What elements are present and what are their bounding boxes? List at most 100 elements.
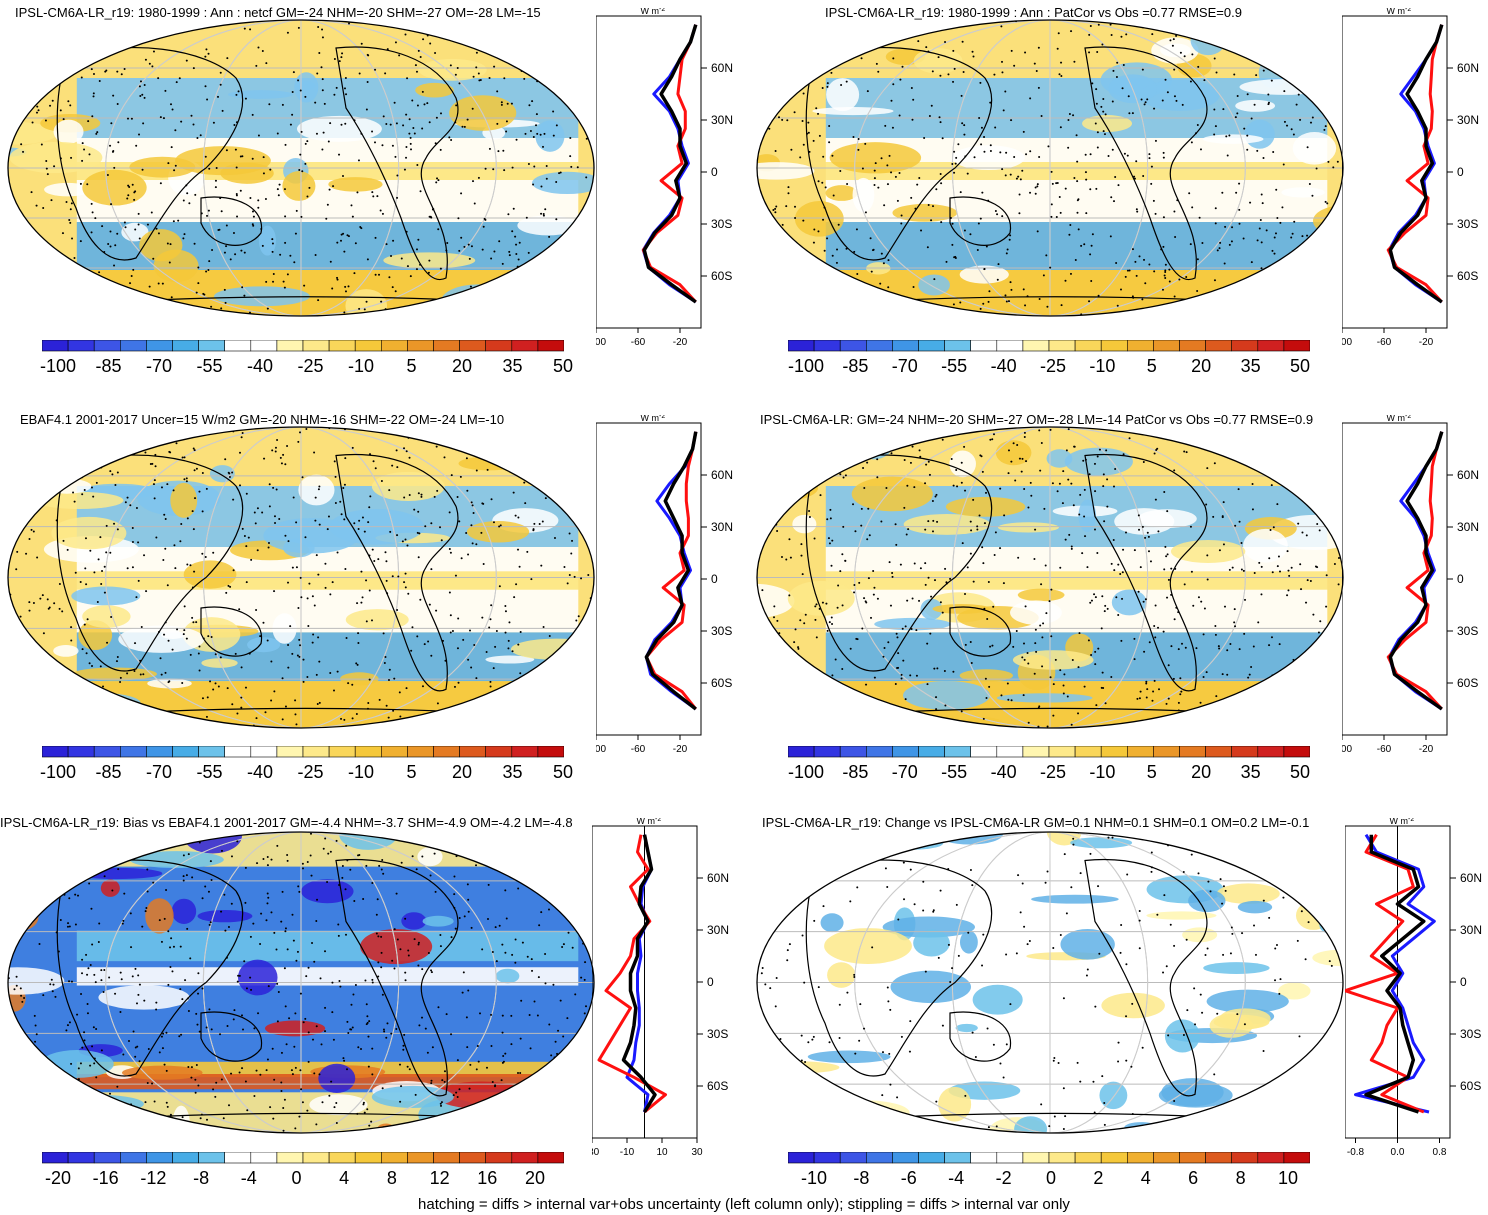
colorbar-swatch <box>433 746 460 758</box>
colorbar-swatch <box>892 746 919 758</box>
colorbar-swatch <box>1022 340 1050 352</box>
colorbar-swatch <box>276 1152 304 1164</box>
colorbar-tick-label: -25 <box>297 356 324 376</box>
colorbar-tick-label: 35 <box>1240 762 1261 782</box>
colorbar-tick-label: 5 <box>406 356 417 376</box>
colorbar <box>788 1152 1310 1164</box>
latitude-tick-label: 60N <box>1457 468 1479 482</box>
colorbar-swatch <box>918 1152 945 1164</box>
colorbar-tick-label: 35 <box>502 762 523 782</box>
colorbar-tick-label: 35 <box>1240 356 1261 376</box>
colorbar-swatch <box>839 746 867 758</box>
colorbar-labels: -100 -85 -70 -55 -40 -25 -10 5 20 35 50 <box>40 356 573 380</box>
latitude-tick-label: 30N <box>1457 520 1479 534</box>
colorbar-swatch <box>788 1152 815 1164</box>
colorbar-swatch <box>944 1152 972 1164</box>
colorbar-swatch <box>407 1152 434 1164</box>
zonal-x-tick-label: -100 <box>1342 744 1352 755</box>
colorbar-swatch <box>511 746 539 758</box>
colorbar-tick-label: 10 <box>1277 1168 1299 1188</box>
colorbar-tick-label: -70 <box>891 356 918 376</box>
colorbar-labels: -100 -85 -70 -55 -40 -25 -10 5 20 35 50 <box>788 356 1310 380</box>
colorbar-tick-label: -4 <box>948 1168 965 1188</box>
latitude-tick-label: 30S <box>1457 624 1478 638</box>
zonal-x-tick-label: 0.8 <box>1433 1147 1447 1158</box>
zonal-mean-plot: W m-2 60N 30N 0 30S 60S -30 -10 10 30 <box>592 818 729 1158</box>
colorbar-swatch <box>459 1152 487 1164</box>
colorbar-swatch <box>120 1152 147 1164</box>
colorbar-swatch <box>380 746 408 758</box>
zonal-x-tick-label: -0.8 <box>1347 1147 1365 1158</box>
colorbar-swatch <box>1100 746 1128 758</box>
latitude-tick-label: 60S <box>711 676 732 690</box>
colorbar-swatch <box>918 340 945 352</box>
zonal-series-line <box>597 834 667 1114</box>
panel-title: IPSL-CM6A-LR_r19: 1980-1999 : Ann : PatC… <box>825 5 1242 20</box>
colorbar-swatch <box>839 340 867 352</box>
colorbar-tick-label: -25 <box>297 762 324 782</box>
colorbar-swatch <box>839 1152 867 1164</box>
latitude-tick-label: 0 <box>707 975 714 989</box>
colorbar-swatch <box>1179 1152 1206 1164</box>
colorbar-swatch <box>146 746 173 758</box>
latitude-tick-label: 30N <box>711 520 733 534</box>
colorbar-swatch <box>1153 340 1180 352</box>
zonal-x-tick-label: 30 <box>691 1147 703 1158</box>
colorbar-tick-label: 5 <box>1146 762 1157 782</box>
map-panel <box>7 831 595 1134</box>
colorbar-swatch <box>1153 746 1180 758</box>
latitude-tick-label: 30S <box>711 624 732 638</box>
colorbar-swatch <box>302 746 330 758</box>
latitude-tick-label: 60N <box>1457 61 1479 75</box>
colorbar-swatch <box>892 340 919 352</box>
latitude-tick-label: 60N <box>707 871 729 885</box>
colorbar-swatch <box>1283 746 1310 758</box>
colorbar-tick-label: -4 <box>240 1168 257 1188</box>
zonal-x-tick-label: -60 <box>631 744 646 755</box>
zonal-series-line <box>1345 833 1425 1114</box>
colorbar-swatch <box>276 746 304 758</box>
latitude-tick-label: 0 <box>1460 975 1467 989</box>
colorbar-swatch <box>250 1152 278 1164</box>
colorbar-swatch <box>328 1152 356 1164</box>
colorbar-swatch <box>407 746 434 758</box>
colorbar-tick-label: -85 <box>95 762 122 782</box>
latitude-tick-label: 30S <box>1457 217 1478 231</box>
zonal-unit-label: W m-2 <box>1390 818 1415 826</box>
colorbar-swatch <box>944 340 972 352</box>
colorbar-swatch <box>250 746 278 758</box>
map-panel <box>756 831 1344 1134</box>
colorbar-tick-label: -16 <box>92 1168 119 1188</box>
colorbar-swatch <box>1126 746 1154 758</box>
colorbar-tick-label: 0 <box>1045 1168 1057 1188</box>
colorbar-swatch <box>172 1152 199 1164</box>
zonal-series-line <box>642 24 698 304</box>
zonal-x-tick-label: -60 <box>1377 744 1392 755</box>
colorbar-swatch <box>1257 746 1285 758</box>
latitude-tick-label: 60S <box>1457 269 1478 283</box>
colorbar-tick-label: 5 <box>1146 356 1157 376</box>
colorbar-tick-label: 16 <box>477 1168 498 1188</box>
colorbar-tick-label: 35 <box>502 356 523 376</box>
colorbar-swatch <box>93 1152 121 1164</box>
colorbar-tick-label: -12 <box>140 1168 167 1188</box>
colorbar-swatch <box>537 340 564 352</box>
colorbar-swatch <box>996 746 1024 758</box>
map-panel <box>7 426 595 729</box>
latitude-tick-label: 60N <box>711 468 733 482</box>
colorbar-swatch <box>1100 340 1128 352</box>
zonal-x-tick-label: -10 <box>620 1147 635 1158</box>
colorbar-swatch <box>302 340 330 352</box>
colorbar-swatch <box>42 1152 69 1164</box>
colorbar-swatch <box>866 1152 893 1164</box>
colorbar-tick-label: -8 <box>853 1168 870 1188</box>
colorbar-swatch <box>788 340 815 352</box>
colorbar-swatch <box>42 340 69 352</box>
zonal-series-line <box>644 431 698 711</box>
colorbar-swatch <box>866 746 893 758</box>
colorbar-swatch <box>93 340 121 352</box>
colorbar-swatch <box>892 1152 919 1164</box>
colorbar-tick-label: 20 <box>451 762 473 782</box>
zonal-x-tick-label: -60 <box>631 337 646 348</box>
colorbar-swatch <box>380 340 408 352</box>
